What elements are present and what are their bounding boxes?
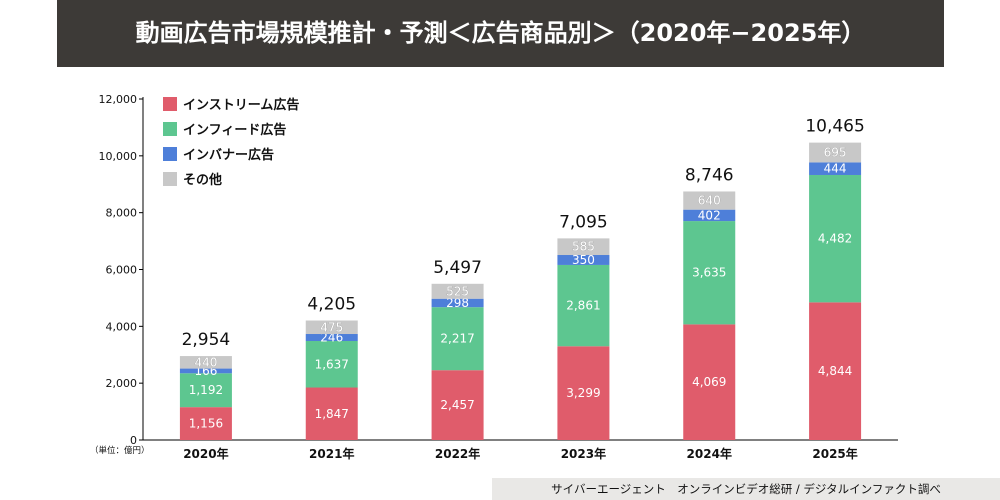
- bar-segment: [557, 264, 610, 347]
- total-label: 7,095: [559, 212, 608, 232]
- data-label: 525: [446, 284, 469, 298]
- total-label: 10,465: [805, 117, 864, 137]
- bar-segment: [557, 255, 610, 265]
- y-tick-label: 8,000: [106, 207, 138, 220]
- data-label: 2,457: [440, 398, 474, 412]
- bar-segment: [305, 387, 358, 440]
- y-tick-label: 10,000: [99, 150, 138, 163]
- bar-segment: [305, 334, 358, 341]
- data-label: 1,156: [189, 417, 223, 431]
- data-label: 1,192: [189, 383, 223, 397]
- bar-segment: [431, 283, 484, 299]
- x-tick-label: 2021年: [309, 446, 354, 461]
- y-tick-label: 2,000: [106, 377, 138, 390]
- bar-segment: [809, 142, 862, 163]
- data-label: 3,635: [692, 266, 726, 280]
- source-note: サイバーエージェント オンラインビデオ総研 / デジタルインファクト調べ: [551, 482, 941, 496]
- data-label: 440: [194, 355, 217, 369]
- y-tick-label: 6,000: [106, 264, 138, 277]
- bar-segment: [179, 407, 232, 440]
- total-label: 4,205: [307, 295, 356, 315]
- legend-swatch: [163, 122, 177, 136]
- chart-title: 動画広告市場規模推計・予測＜広告商品別＞（2020年−2025年）: [135, 19, 866, 47]
- chart-area: 0 2,000 4,000 6,000 8,000 10,000 12,000 1,156 1,…: [99, 93, 898, 461]
- x-tick-label: 2022年: [435, 446, 480, 461]
- legend-swatch: [163, 97, 177, 111]
- bar-segment: [809, 162, 862, 175]
- data-label: 4,482: [818, 232, 852, 246]
- data-label: 444: [824, 162, 847, 176]
- legend-label: その他: [183, 172, 222, 188]
- bar-segment: [683, 324, 736, 440]
- bar-segment: [557, 346, 610, 440]
- data-label: 4,844: [818, 364, 852, 378]
- x-tick-label: 2025年: [812, 446, 857, 461]
- title-bar: 動画広告市場規模推計・予測＜広告商品別＞（2020年−2025年）: [57, 0, 944, 67]
- data-label: 350: [572, 253, 595, 267]
- data-label: 3,299: [566, 386, 600, 400]
- bar-segment: [179, 356, 232, 369]
- data-label: 2,861: [566, 299, 600, 313]
- bar-segment: [431, 298, 484, 308]
- data-label: 640: [698, 194, 721, 208]
- bar-segment: [431, 370, 484, 440]
- bar-segment: [431, 307, 484, 371]
- bar-segment: [683, 191, 736, 210]
- legend-label: インストリーム広告: [183, 97, 299, 113]
- total-label: 2,954: [182, 330, 231, 350]
- bar-segment: [179, 368, 232, 374]
- data-label: 298: [446, 296, 469, 310]
- source-box: サイバーエージェント オンラインビデオ総研 / デジタルインファクト調べ: [492, 478, 1000, 500]
- bar-segment: [809, 302, 862, 440]
- bar-segment: [809, 174, 862, 303]
- x-tick-label: 2023年: [561, 446, 606, 461]
- legend-swatch: [163, 147, 177, 161]
- y-tick-label: 12,000: [99, 93, 138, 106]
- data-label: 585: [572, 240, 595, 254]
- unit-note: （単位：億円）: [90, 446, 150, 456]
- data-label: 695: [824, 145, 847, 159]
- bar-segment: [305, 340, 358, 388]
- bar-segment: [683, 221, 736, 325]
- data-label: 1,847: [315, 407, 349, 421]
- legend-swatch: [163, 172, 177, 186]
- total-label: 5,497: [433, 258, 482, 278]
- legend-label: インバナー広告: [183, 147, 274, 163]
- data-label: 4,069: [692, 375, 726, 389]
- y-tick-label: 0: [130, 434, 137, 447]
- bar-segment: [683, 209, 736, 222]
- total-label: 8,746: [685, 165, 734, 185]
- y-tick-label: 4,000: [106, 320, 138, 333]
- x-tick-label: 2020年: [183, 446, 228, 461]
- bar-segment: [179, 373, 232, 408]
- data-label: 402: [698, 208, 721, 222]
- legend-label: インフィード広告: [183, 122, 286, 138]
- data-label: 475: [320, 320, 343, 334]
- data-label: 1,637: [315, 357, 349, 371]
- bar-segment: [305, 320, 358, 335]
- data-label: 2,217: [440, 332, 474, 346]
- x-tick-label: 2024年: [687, 446, 732, 461]
- bar-segment: [557, 238, 610, 256]
